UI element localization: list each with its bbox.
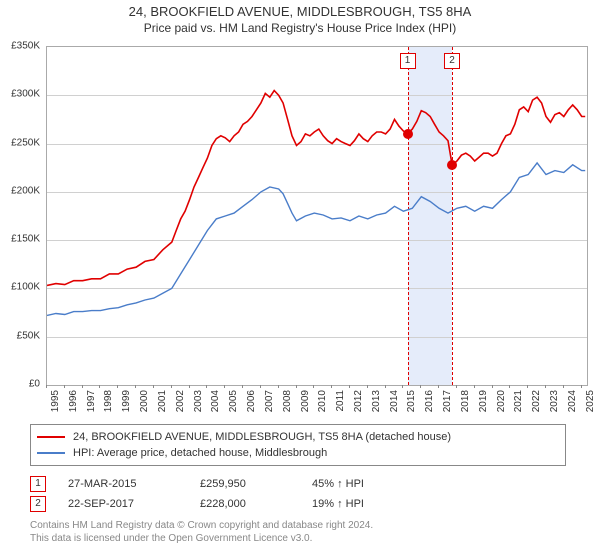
series-hpi	[47, 163, 585, 316]
x-tick-label: 2011	[335, 390, 346, 412]
sale-diff: 45% ↑ HPI	[312, 478, 364, 490]
x-tick-label: 2009	[300, 390, 311, 412]
x-tick-label: 2001	[157, 390, 168, 412]
x-tick-label: 2012	[353, 390, 364, 412]
x-tick-label: 2014	[389, 390, 400, 412]
credits-line-2: This data is licensed under the Open Gov…	[30, 533, 578, 546]
legend-label: HPI: Average price, detached house, Midd…	[73, 447, 327, 459]
y-tick-label: £250K	[11, 137, 40, 148]
x-tick-label: 1998	[103, 390, 114, 412]
sale-row: 2 22-SEP-2017 £228,000 19% ↑ HPI	[30, 494, 578, 514]
x-tick-label: 2004	[210, 390, 221, 412]
series-svg	[47, 47, 587, 385]
sale-index-box: 1	[30, 476, 46, 492]
credits: Contains HM Land Registry data © Crown c…	[30, 520, 578, 545]
x-tick-label: 2018	[460, 390, 471, 412]
x-tick-label: 2000	[139, 390, 150, 412]
x-tick-label: 2005	[228, 390, 239, 412]
y-tick-label: £50K	[17, 330, 40, 341]
figure-container: 24, BROOKFIELD AVENUE, MIDDLESBROUGH, TS…	[0, 0, 600, 560]
legend-row: HPI: Average price, detached house, Midd…	[37, 445, 559, 461]
legend-row: 24, BROOKFIELD AVENUE, MIDDLESBROUGH, TS…	[37, 429, 559, 445]
x-tick-label: 2013	[371, 390, 382, 412]
x-tick-label: 2017	[442, 390, 453, 412]
x-axis-labels: 1995 1996 1997 1998 1999 2000 2001 2002 2003 2004…	[46, 388, 588, 420]
x-tick-label: 2002	[175, 390, 186, 412]
x-tick-label: 1999	[121, 390, 132, 412]
title-subtitle: Price paid vs. HM Land Registry's House …	[0, 21, 600, 35]
y-axis-labels: £0£50K£100K£150K£200K£250K£300K£350K	[0, 46, 44, 386]
legend-label: 24, BROOKFIELD AVENUE, MIDDLESBROUGH, TS…	[73, 431, 451, 443]
x-tick-label: 2016	[424, 390, 435, 412]
x-tick-label: 2006	[246, 390, 257, 412]
x-tick-label: 2015	[406, 390, 417, 412]
chart-plot-area: 12	[46, 46, 588, 386]
x-tick-label: 2023	[549, 390, 560, 412]
x-tick-label: 2003	[193, 390, 204, 412]
y-tick-label: £150K	[11, 234, 40, 245]
bottom-panel: 24, BROOKFIELD AVENUE, MIDDLESBROUGH, TS…	[30, 424, 578, 545]
x-tick-label: 2020	[496, 390, 507, 412]
sale-price: £228,000	[200, 498, 290, 510]
sale-index-box: 2	[30, 496, 46, 512]
legend-swatch	[37, 448, 65, 458]
legend-box: 24, BROOKFIELD AVENUE, MIDDLESBROUGH, TS…	[30, 424, 566, 466]
sale-row: 1 27-MAR-2015 £259,950 45% ↑ HPI	[30, 474, 578, 494]
series-price	[47, 91, 585, 286]
sale-diff: 19% ↑ HPI	[312, 498, 364, 510]
sale-date: 22-SEP-2017	[68, 498, 178, 510]
x-tick-label: 2010	[317, 390, 328, 412]
credits-line-1: Contains HM Land Registry data © Crown c…	[30, 520, 578, 533]
sale-marker-dot	[403, 129, 413, 139]
sale-date: 27-MAR-2015	[68, 478, 178, 490]
title-address: 24, BROOKFIELD AVENUE, MIDDLESBROUGH, TS…	[0, 4, 600, 19]
x-tick-label: 2025	[585, 390, 596, 412]
x-tick-label: 2019	[478, 390, 489, 412]
x-tick-label: 2021	[513, 390, 524, 412]
sale-marker-dot	[447, 160, 457, 170]
legend-swatch	[37, 432, 65, 442]
x-tick-label: 2024	[567, 390, 578, 412]
y-tick-label: £200K	[11, 185, 40, 196]
sales-list: 1 27-MAR-2015 £259,950 45% ↑ HPI 2 22-SEP-201…	[30, 474, 578, 514]
x-tick-label: 1997	[86, 390, 97, 412]
x-tick-label: 2007	[264, 390, 275, 412]
y-tick-label: £300K	[11, 89, 40, 100]
sale-marker-label: 2	[444, 53, 460, 69]
sale-marker-label: 1	[400, 53, 416, 69]
y-tick-label: £0	[29, 379, 40, 390]
y-tick-label: £350K	[11, 41, 40, 52]
x-tick-label: 1995	[50, 390, 61, 412]
x-tick-label: 2022	[531, 390, 542, 412]
x-tick-label: 1996	[68, 390, 79, 412]
y-tick-label: £100K	[11, 282, 40, 293]
titles: 24, BROOKFIELD AVENUE, MIDDLESBROUGH, TS…	[0, 0, 600, 35]
sale-price: £259,950	[200, 478, 290, 490]
x-tick-label: 2008	[282, 390, 293, 412]
